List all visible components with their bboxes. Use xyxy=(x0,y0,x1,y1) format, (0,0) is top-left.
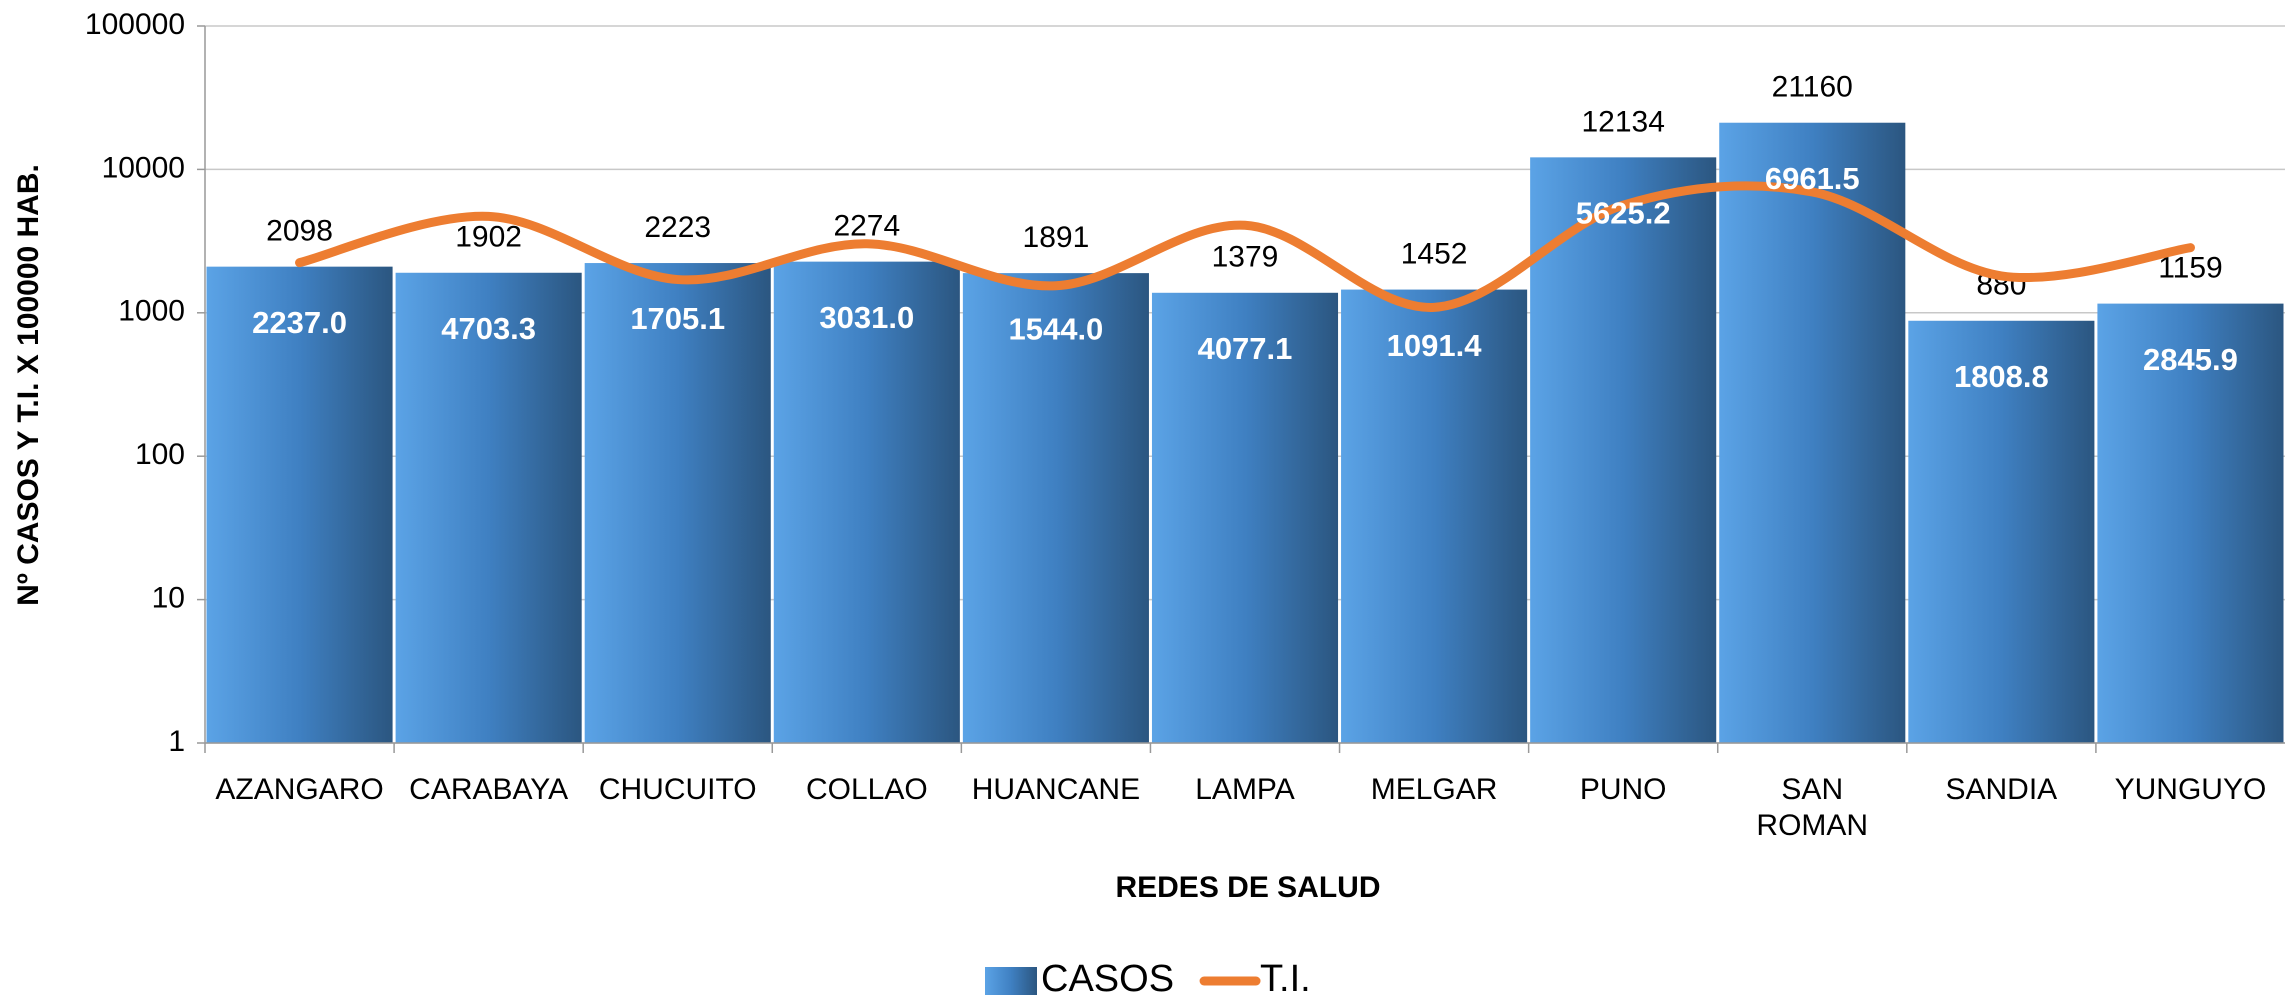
bar xyxy=(773,261,960,743)
x-tick-label: LAMPA xyxy=(1195,773,1294,806)
bar-value-label: 21160 xyxy=(1772,71,1853,104)
x-tick-label: MELGAR xyxy=(1371,773,1498,806)
legend-label: CASOS xyxy=(1041,958,1174,1000)
y-tick-label: 1000 xyxy=(118,295,185,328)
line-value-label: 1808.8 xyxy=(1954,359,2049,394)
x-tick-label: HUANCANE xyxy=(972,773,1140,806)
y-tick-label: 100 xyxy=(135,438,185,471)
line-value-label: 1544.0 xyxy=(1008,311,1103,346)
bar-value-label: 2274 xyxy=(833,210,900,243)
x-tick-label: COLLAO xyxy=(806,773,928,806)
x-tick-label: YUNGUYO xyxy=(2115,773,2267,806)
bar xyxy=(1908,320,2095,743)
y-tick-label: 100000 xyxy=(85,8,185,41)
bar-value-label: 1159 xyxy=(2158,252,2223,285)
legend-swatch xyxy=(985,967,1037,995)
line-value-label: 1705.1 xyxy=(630,301,725,336)
bar-value-label: 1891 xyxy=(1023,221,1090,254)
bar xyxy=(962,273,1149,743)
line-value-label: 4077.1 xyxy=(1198,331,1293,366)
bar xyxy=(584,263,771,743)
bar-value-label: 1379 xyxy=(1212,241,1279,274)
x-tick-label: AZANGARO xyxy=(215,773,383,806)
y-tick-label: 10000 xyxy=(102,151,185,184)
line-value-label: 5625.2 xyxy=(1576,196,1671,231)
x-axis-title: REDES DE SALUD xyxy=(1115,871,1380,904)
x-tick-label: SANDIA xyxy=(1946,773,2058,806)
x-tick-label-line: ROMAN xyxy=(1756,809,1868,842)
bar xyxy=(206,266,393,743)
bar-value-label: 1452 xyxy=(1401,237,1468,270)
line-value-label: 2237.0 xyxy=(252,305,347,340)
bar xyxy=(1151,292,1339,743)
bar-value-label: 2098 xyxy=(266,215,333,248)
bar-value-label: 12134 xyxy=(1581,105,1664,138)
bar xyxy=(395,272,582,743)
bar-value-label: 1902 xyxy=(455,221,522,254)
bar-value-label: 2223 xyxy=(644,211,711,244)
y-tick-label: 1 xyxy=(168,725,185,758)
line-value-label: 6961.5 xyxy=(1765,161,1860,196)
bar xyxy=(1719,122,1906,743)
line-value-label: 2845.9 xyxy=(2143,342,2238,377)
line xyxy=(295,181,2195,312)
y-axis-title: Nº CASOS Y T.I. X 100000 HAB. xyxy=(12,164,45,606)
x-tick-label: CHUCUITO xyxy=(599,773,757,806)
line-value-label: 4703.3 xyxy=(441,311,536,346)
x-tick-label: PUNO xyxy=(1580,773,1667,806)
legend-label: T.I. xyxy=(1260,958,1311,1000)
x-tick-label: CARABAYA xyxy=(409,773,568,806)
bar xyxy=(2097,303,2284,743)
line-value-label: 1091.4 xyxy=(1387,328,1483,363)
bar xyxy=(1530,157,1717,743)
x-tick-label: SAN ROMAN xyxy=(1756,773,1868,842)
x-tick-label-line: SAN xyxy=(1781,773,1843,806)
y-tick-label: 10 xyxy=(152,582,185,615)
bar xyxy=(1341,289,1528,743)
line-value-label: 3031.0 xyxy=(819,300,914,335)
